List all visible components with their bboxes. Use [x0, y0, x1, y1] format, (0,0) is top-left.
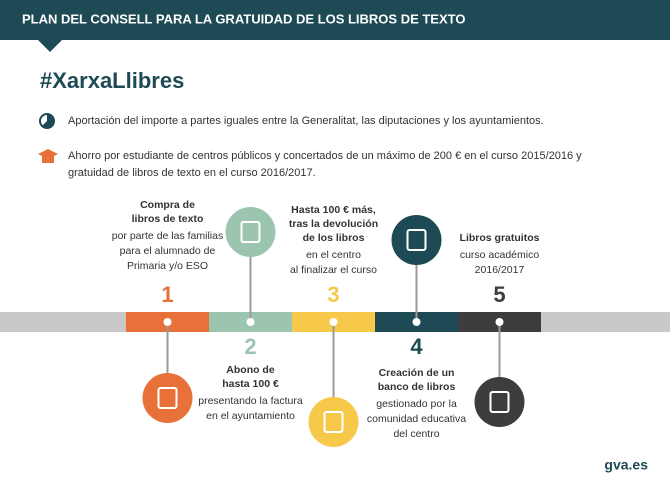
step-number: 1 [161, 282, 173, 307]
step-title: banco de libros [378, 381, 456, 393]
bullet-text: Aportación del importe a partes iguales … [68, 115, 544, 127]
timeline-dot [329, 318, 338, 326]
icon [323, 411, 344, 433]
step-title: Compra de [140, 199, 195, 211]
icon-circle [391, 215, 442, 265]
bullet-text: Ahorro por estudiante de centros público… [68, 150, 582, 162]
step-description: curso académico [460, 249, 540, 261]
step-description: por parte de las familias [112, 230, 223, 242]
icon [406, 229, 427, 251]
step-number: 5 [493, 282, 505, 307]
step-description: Primaria y/o ESO [127, 260, 208, 272]
header-title: PLAN DEL CONSELL PARA LA GRATUIDAD DE LO… [22, 11, 465, 26]
step-description: gestionado por la [376, 398, 457, 410]
step-title: libros de texto [132, 213, 204, 225]
pie-icon [39, 113, 55, 129]
step-title: hasta 100 € [222, 378, 279, 390]
step-description: al finalizar el curso [290, 264, 377, 276]
timeline-dot [246, 318, 255, 326]
icon-circle [142, 373, 193, 423]
timeline-dot [495, 318, 504, 326]
step-title: de los libros [303, 232, 365, 244]
footer: gva.es [604, 457, 648, 473]
step-title: tras la devolución [289, 218, 378, 230]
step-number: 2 [244, 334, 256, 359]
hashtag: #XarxaLlibres [40, 68, 184, 93]
icon [240, 221, 261, 243]
bullet-text: gratuidad de libros de texto en el curso… [68, 167, 316, 179]
cap-icon [38, 149, 58, 163]
step-description: en el ayuntamiento [206, 410, 295, 422]
step-description: 2016/2017 [475, 264, 525, 276]
step-title: Libros gratuitos [460, 232, 540, 244]
timeline-dot [412, 318, 421, 326]
step-title: Hasta 100 € más, [291, 204, 376, 216]
step-description: del centro [393, 428, 439, 440]
icon-circle [474, 377, 525, 427]
step-description: para el alumnado de [120, 245, 216, 257]
icon-circle [225, 207, 276, 257]
header-bar [0, 0, 670, 40]
icon [157, 387, 178, 409]
icon-circle [308, 397, 359, 447]
step-title: Creación de un [379, 367, 455, 379]
step-description: en el centro [306, 249, 361, 261]
step-description: presentando la factura [198, 395, 303, 407]
step-description: comunidad educativa [367, 413, 466, 425]
icon [489, 391, 510, 413]
timeline-dot [163, 318, 172, 326]
step-number: 3 [327, 282, 339, 307]
step-number: 4 [410, 334, 423, 359]
header-pointer [38, 40, 62, 52]
step-title: Abono de [226, 364, 275, 376]
